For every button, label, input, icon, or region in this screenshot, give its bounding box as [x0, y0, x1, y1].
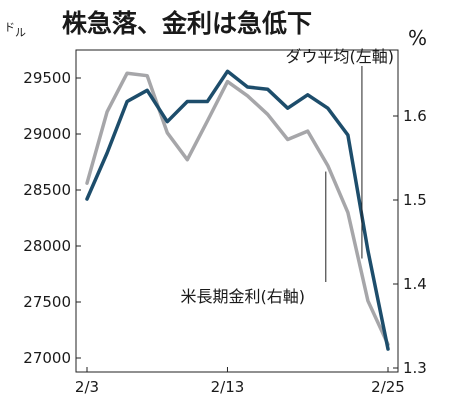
right-axis-unit: % — [408, 26, 428, 50]
left-tick-label: 27500 — [23, 293, 71, 311]
left-tick-label: 29000 — [23, 125, 71, 143]
right-tick-label: 1.4 — [403, 275, 427, 293]
right-tick-label: 1.6 — [403, 107, 427, 125]
dow-series-label: ダウ平均(左軸) — [286, 47, 395, 66]
plot-frame — [75, 49, 399, 373]
series-line-us-yield — [85, 71, 390, 347]
x-tick-label: 2/13 — [211, 378, 245, 396]
yield-series-label: 米長期金利(右軸) — [181, 287, 306, 306]
left-axis-unit-char: ル — [15, 26, 26, 39]
left-tick-label: 29500 — [23, 69, 71, 87]
left-axis-unit: ドル — [4, 21, 26, 38]
x-tick-label: 2/25 — [371, 378, 405, 396]
right-tick-label: 1.3 — [403, 359, 427, 377]
x-tick-label: 2/3 — [75, 378, 99, 396]
right-tick-label: 1.5 — [403, 191, 427, 209]
left-tick-label: 28000 — [23, 237, 71, 255]
series-line-dow — [85, 69, 390, 351]
left-axis-unit-text: ドル — [4, 21, 26, 38]
left-axis-unit-char: ド — [4, 21, 15, 34]
left-tick-label: 28500 — [23, 181, 71, 199]
left-tick-label: 27000 — [23, 349, 71, 367]
chart-title: 株急落、金利は急低下 — [62, 9, 313, 38]
